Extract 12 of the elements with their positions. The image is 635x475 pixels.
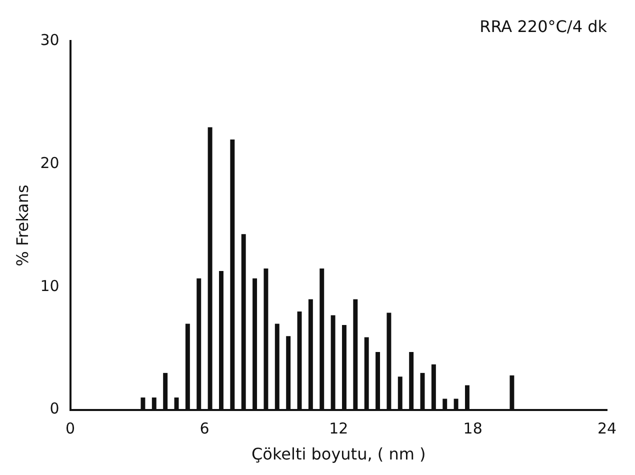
y-tick-label: 10 (40, 276, 60, 295)
y-tick-label: 0 (50, 400, 60, 418)
y-tick-label: 20 (40, 154, 60, 172)
x-axis-title: Çökelti boyutu, ( nm ) (252, 444, 426, 464)
y-tick-label: 30 (40, 31, 60, 50)
x-tick-label: 18 (463, 420, 482, 438)
chart-title: RRA 220°C/4 dk (480, 16, 608, 36)
x-tick-label: 6 (200, 420, 210, 438)
x-tick-label: 12 (329, 420, 348, 438)
x-tick-label: 0 (66, 420, 76, 438)
x-tick-label: 24 (597, 420, 617, 438)
y-axis-title: % Frekans (12, 184, 32, 266)
